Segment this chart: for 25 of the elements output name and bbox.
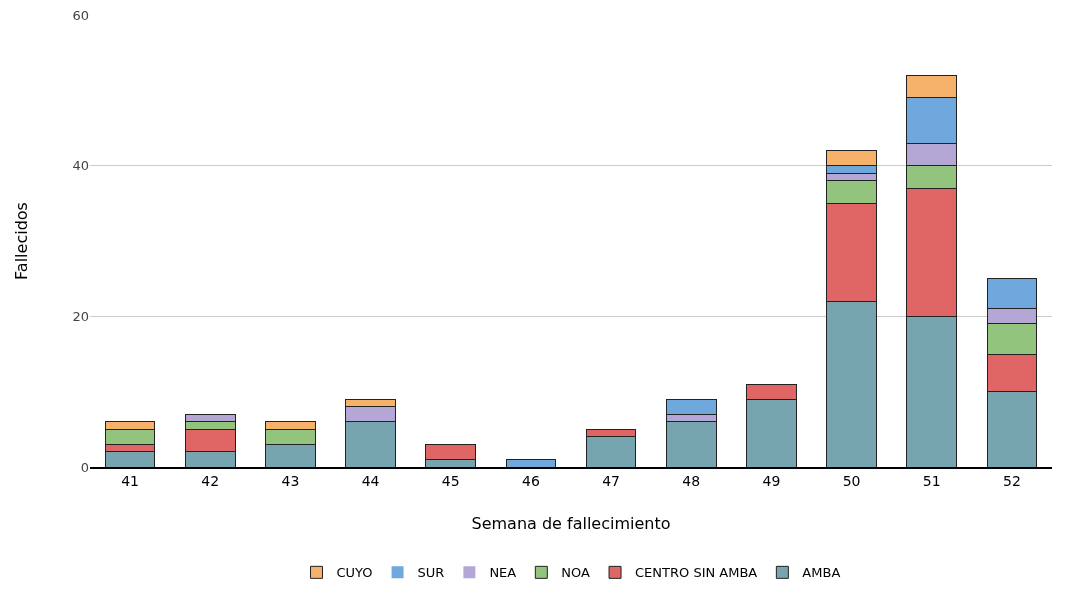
legend-label: NEA bbox=[489, 565, 517, 581]
x-tick-label: 42 bbox=[201, 472, 220, 489]
x-tick-label: 43 bbox=[281, 472, 300, 489]
y-axis-title: Fallecidos bbox=[12, 202, 32, 280]
x-tick-label: 52 bbox=[1003, 472, 1021, 489]
x-tick-label: 41 bbox=[121, 472, 139, 489]
x-tick-label: 45 bbox=[441, 472, 460, 489]
y-tick-label: 40 bbox=[72, 158, 89, 174]
x-axis-title: Semana de fallecimiento bbox=[471, 513, 671, 533]
y-tick-label: 20 bbox=[72, 308, 89, 324]
legend-label: CENTRO SIN AMBA bbox=[635, 565, 758, 581]
y-tick-label: 60 bbox=[72, 7, 89, 23]
x-tick-label: 50 bbox=[842, 472, 861, 489]
legend-label: SUR bbox=[417, 565, 445, 581]
x-tick-label: 48 bbox=[682, 472, 701, 489]
legend-label: CUYO bbox=[336, 565, 373, 581]
x-tick-label: 47 bbox=[602, 472, 620, 489]
legend-label: AMBA bbox=[802, 565, 841, 581]
x-tick-label: 44 bbox=[361, 472, 380, 489]
y-tick-label: 0 bbox=[80, 459, 89, 475]
x-tick-label: 51 bbox=[922, 472, 941, 489]
legend-label: NOA bbox=[561, 565, 591, 581]
x-tick-label: 46 bbox=[522, 472, 540, 489]
bar bbox=[505, 458, 557, 467]
x-tick-label: 49 bbox=[762, 472, 781, 489]
